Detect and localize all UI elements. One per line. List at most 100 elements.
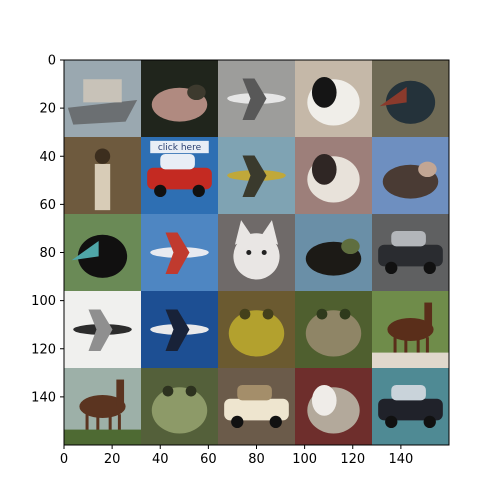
x-tick-label: 60 [200, 452, 217, 467]
frog-eye [262, 308, 274, 320]
horse-leg [425, 337, 429, 361]
frog-eye [339, 308, 351, 320]
image-tile-bird [64, 214, 142, 292]
image-tile-frog [295, 291, 373, 369]
image-tile-bird [372, 60, 450, 138]
airplane-wing [88, 329, 113, 352]
image-tile-airplane [218, 60, 296, 138]
ground [64, 429, 141, 445]
x-tick-label: 140 [388, 452, 413, 467]
truck-body [147, 167, 212, 190]
image-tile-airplane [141, 291, 219, 369]
y-tick-label: 140 [31, 390, 56, 405]
bird-beak [379, 86, 407, 107]
dog-patch [311, 76, 337, 108]
car-window [391, 384, 426, 401]
sign-panel [150, 140, 209, 154]
x-tick-label: 80 [248, 452, 265, 467]
animal-head [418, 161, 437, 178]
horse-leg [404, 337, 408, 361]
person-head [94, 148, 111, 164]
wheel [385, 415, 398, 429]
y-tick-label: 120 [31, 342, 56, 357]
y-tick-label: 80 [39, 246, 56, 261]
image-grid: click here [64, 60, 450, 446]
image-tile-cat [218, 214, 296, 292]
bird-body [77, 234, 128, 278]
car-window [237, 384, 272, 401]
airplane-wing [165, 309, 190, 330]
x-tick-label: 0 [60, 452, 68, 467]
airplane-wing [88, 309, 113, 330]
horse-body [79, 394, 126, 419]
image-tile-horse [372, 291, 450, 369]
airplane-wing [242, 175, 267, 198]
frog-body [305, 310, 362, 357]
car-body [378, 244, 443, 267]
x-tick-label: 120 [340, 452, 365, 467]
image-tile-dog [295, 137, 373, 215]
image-tile-animal [295, 214, 373, 292]
car-body [224, 398, 289, 421]
image-tile-airplane [218, 137, 296, 215]
image-tile-car [218, 368, 296, 446]
cat-eye [246, 250, 252, 255]
image-tile-dog [295, 60, 373, 138]
image-tile-airplane [141, 214, 219, 292]
airplane-wing [242, 78, 267, 99]
frog-eye [185, 385, 197, 397]
ship-hull [67, 100, 138, 125]
image-tile-airplane [64, 291, 142, 369]
bird-body [385, 80, 436, 124]
dog-patch [311, 384, 337, 416]
dog-patch [311, 153, 337, 185]
airplane-wing [242, 155, 267, 176]
ship-superstructure [83, 79, 122, 103]
y-axis: 0 20 40 60 80 100 120 140 [31, 54, 64, 405]
wheel [423, 415, 436, 429]
image-tile-animal [372, 137, 450, 215]
frog-body [151, 387, 208, 434]
y-tick-label: 20 [39, 102, 56, 117]
y-tick-label: 40 [39, 150, 56, 165]
horse-leg [96, 414, 100, 438]
airplane-wing [242, 98, 267, 121]
wheel [192, 184, 205, 198]
y-tick-label: 60 [39, 198, 56, 213]
x-axis: 0 20 40 60 80 100 120 140 [60, 445, 413, 467]
truck-window [160, 153, 195, 170]
ground [372, 352, 449, 368]
horse-leg [416, 337, 420, 361]
airplane-wing [165, 252, 190, 275]
person-body [94, 163, 111, 211]
horse-neck [424, 302, 433, 330]
image-tile-dog [295, 368, 373, 446]
wheel [231, 415, 244, 429]
tile-label: click here [158, 143, 202, 153]
horse-leg [117, 414, 121, 438]
horse-leg [108, 414, 112, 438]
wheel [423, 261, 436, 275]
cat-ear [234, 220, 253, 245]
frog-eye [162, 385, 174, 397]
horse-leg [393, 337, 397, 361]
x-tick-label: 20 [104, 452, 121, 467]
x-tick-label: 100 [292, 452, 317, 467]
wheel [154, 184, 167, 198]
y-tick-label: 0 [48, 54, 56, 69]
image-tile-person [64, 137, 142, 215]
cat-eye [261, 250, 267, 255]
image-tile-ship [64, 60, 142, 138]
car-body [378, 398, 443, 421]
horse-neck [116, 379, 125, 407]
image-tile-truck: click here [141, 137, 219, 215]
bird-beak [71, 240, 99, 261]
y-tick-label: 100 [31, 294, 56, 309]
image-tile-horse [64, 368, 142, 446]
wheel [269, 415, 282, 429]
cat-head [233, 233, 280, 280]
airplane-wing [165, 329, 190, 352]
horse-leg [85, 414, 89, 438]
wheel [385, 261, 398, 275]
